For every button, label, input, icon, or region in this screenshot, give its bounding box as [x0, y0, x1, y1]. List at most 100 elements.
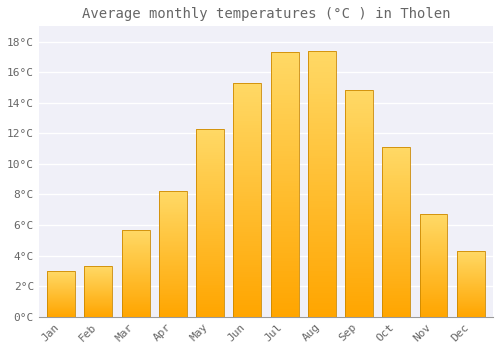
- Bar: [196, 159, 224, 161]
- Bar: [234, 102, 262, 104]
- Bar: [457, 298, 484, 299]
- Bar: [47, 298, 75, 299]
- Bar: [159, 273, 187, 274]
- Bar: [270, 79, 298, 82]
- Bar: [308, 276, 336, 279]
- Bar: [345, 150, 373, 152]
- Bar: [270, 202, 298, 205]
- Bar: [159, 199, 187, 200]
- Bar: [159, 288, 187, 289]
- Bar: [308, 123, 336, 126]
- Bar: [270, 293, 298, 295]
- Bar: [345, 164, 373, 166]
- Bar: [196, 210, 224, 212]
- Bar: [345, 200, 373, 203]
- Bar: [122, 258, 150, 259]
- Bar: [196, 252, 224, 254]
- Bar: [345, 262, 373, 264]
- Bar: [234, 182, 262, 184]
- Bar: [420, 217, 448, 218]
- Bar: [122, 273, 150, 274]
- Bar: [382, 205, 410, 207]
- Bar: [234, 274, 262, 277]
- Bar: [308, 142, 336, 145]
- Bar: [457, 296, 484, 297]
- Bar: [345, 205, 373, 207]
- Bar: [382, 176, 410, 178]
- Bar: [122, 306, 150, 307]
- Bar: [234, 104, 262, 106]
- Bar: [159, 220, 187, 222]
- Bar: [196, 277, 224, 279]
- Bar: [457, 297, 484, 298]
- Bar: [345, 212, 373, 214]
- Bar: [420, 224, 448, 225]
- Bar: [457, 307, 484, 308]
- Bar: [234, 291, 262, 293]
- Bar: [457, 282, 484, 283]
- Bar: [159, 284, 187, 285]
- Bar: [457, 277, 484, 278]
- Bar: [420, 244, 448, 245]
- Bar: [382, 241, 410, 243]
- Bar: [345, 120, 373, 122]
- Bar: [308, 215, 336, 217]
- Bar: [308, 239, 336, 241]
- Bar: [420, 265, 448, 266]
- Bar: [84, 269, 112, 270]
- Bar: [345, 273, 373, 276]
- Bar: [420, 216, 448, 217]
- Bar: [345, 177, 373, 180]
- Bar: [234, 295, 262, 298]
- Bar: [345, 154, 373, 157]
- Bar: [345, 122, 373, 125]
- Bar: [382, 307, 410, 308]
- Bar: [159, 266, 187, 267]
- Bar: [308, 225, 336, 228]
- Bar: [457, 272, 484, 273]
- Bar: [308, 115, 336, 118]
- Bar: [308, 107, 336, 110]
- Bar: [420, 248, 448, 250]
- Bar: [84, 304, 112, 305]
- Bar: [122, 284, 150, 285]
- Bar: [457, 312, 484, 313]
- Bar: [382, 231, 410, 233]
- Bar: [196, 205, 224, 206]
- Bar: [270, 119, 298, 122]
- Bar: [196, 199, 224, 201]
- Bar: [159, 226, 187, 227]
- Bar: [159, 243, 187, 245]
- Bar: [270, 303, 298, 306]
- Bar: [270, 164, 298, 167]
- Bar: [234, 123, 262, 125]
- Bar: [234, 241, 262, 244]
- Bar: [122, 252, 150, 253]
- Bar: [457, 269, 484, 270]
- Bar: [308, 62, 336, 64]
- Bar: [122, 257, 150, 258]
- Bar: [457, 276, 484, 277]
- Bar: [122, 241, 150, 242]
- Bar: [234, 272, 262, 274]
- Bar: [47, 280, 75, 281]
- Bar: [159, 256, 187, 257]
- Bar: [308, 309, 336, 312]
- Bar: [234, 234, 262, 237]
- Bar: [382, 193, 410, 195]
- Bar: [345, 187, 373, 189]
- Bar: [159, 195, 187, 196]
- Bar: [420, 231, 448, 232]
- Bar: [234, 220, 262, 222]
- Bar: [308, 51, 336, 54]
- Bar: [382, 315, 410, 317]
- Bar: [308, 285, 336, 287]
- Bar: [270, 108, 298, 111]
- Bar: [345, 248, 373, 251]
- Bar: [308, 293, 336, 295]
- Bar: [84, 275, 112, 276]
- Bar: [308, 306, 336, 309]
- Bar: [457, 300, 484, 301]
- Bar: [382, 248, 410, 250]
- Bar: [420, 259, 448, 260]
